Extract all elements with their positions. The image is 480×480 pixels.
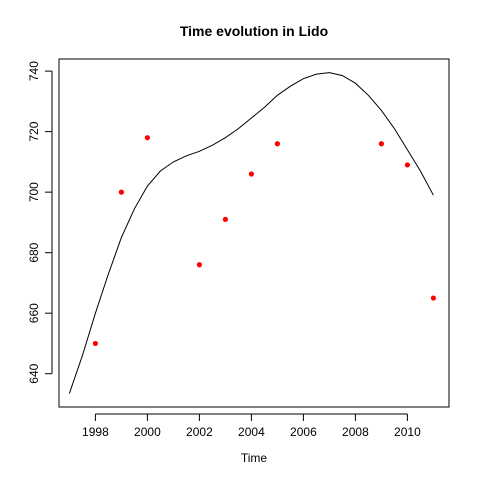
y-tick-label: 680 (27, 242, 41, 262)
data-point (274, 141, 280, 147)
x-axis: 1998 2000 2002 2004 2006 2008 2010 (82, 413, 421, 439)
plot-frame (58, 58, 450, 408)
y-tick-label: 660 (27, 303, 41, 323)
y-tick-label: 700 (27, 182, 41, 202)
data-point (118, 189, 124, 195)
series-layer (68, 72, 436, 394)
data-point (430, 295, 436, 301)
data-point (378, 141, 384, 147)
data-point (144, 135, 150, 141)
x-tick-label: 2010 (394, 425, 421, 439)
x-tick-label: 2004 (238, 425, 265, 439)
x-tick-label: 2008 (342, 425, 369, 439)
x-tick-label: 2000 (134, 425, 161, 439)
x-axis-label: Time (241, 451, 268, 465)
smooth-trend-line (68, 72, 434, 394)
x-tick-label: 2002 (186, 425, 213, 439)
chart-title: Time evolution in Lido (180, 23, 328, 39)
x-tick-label: 1998 (82, 425, 109, 439)
data-point (222, 216, 228, 222)
y-tick-label: 640 (27, 363, 41, 383)
data-point (196, 262, 202, 268)
y-tick-label: 720 (27, 121, 41, 141)
y-tick-label: 740 (27, 61, 41, 81)
data-point (92, 340, 98, 347)
y-axis: 640 660 680 700 720 740 (27, 61, 53, 384)
data-point (248, 171, 254, 177)
x-tick-label: 2006 (290, 425, 317, 439)
data-point (404, 162, 410, 168)
